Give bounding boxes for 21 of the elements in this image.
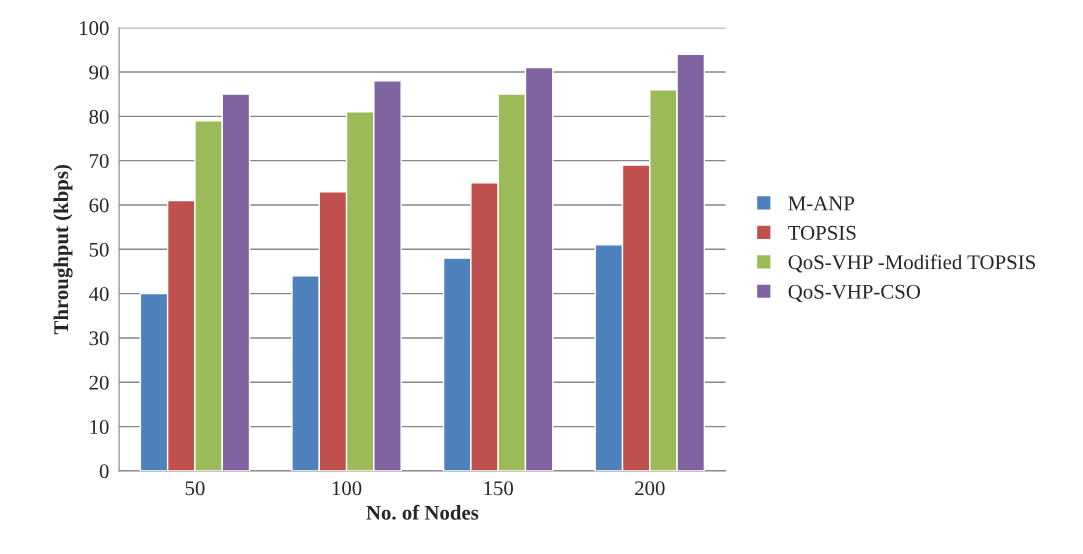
- x-tick-label: 200: [635, 481, 665, 496]
- x-tick-label: 150: [484, 481, 514, 496]
- y-tick-label: 80: [89, 109, 109, 124]
- y-tick-label: 90: [89, 65, 109, 80]
- y-tick-label: 100: [79, 21, 109, 36]
- legend-label: QoS-VHP -Modified TOPSIS: [788, 254, 1035, 273]
- y-tick-label: 50: [89, 242, 109, 257]
- y-tick-label: 30: [89, 331, 109, 346]
- x-tick-label: 50: [185, 481, 205, 496]
- y-tick-label: 70: [89, 154, 109, 169]
- legend-label: TOPSIS: [788, 225, 856, 240]
- y-tick-label: 60: [89, 198, 109, 213]
- legend-label: QoS-VHP-CSO: [788, 284, 921, 302]
- y-tick-label: 0: [99, 464, 109, 479]
- legend-label: M-ANP: [788, 196, 855, 211]
- y-tick-label: 10: [90, 419, 109, 435]
- x-axis-title: No. of Nodes: [366, 504, 479, 520]
- x-tick-label: 100: [332, 481, 362, 496]
- y-axis-title: Throughput (kbps): [53, 164, 73, 335]
- y-tick-label: 20: [89, 375, 109, 390]
- y-tick-label: 40: [88, 286, 109, 302]
